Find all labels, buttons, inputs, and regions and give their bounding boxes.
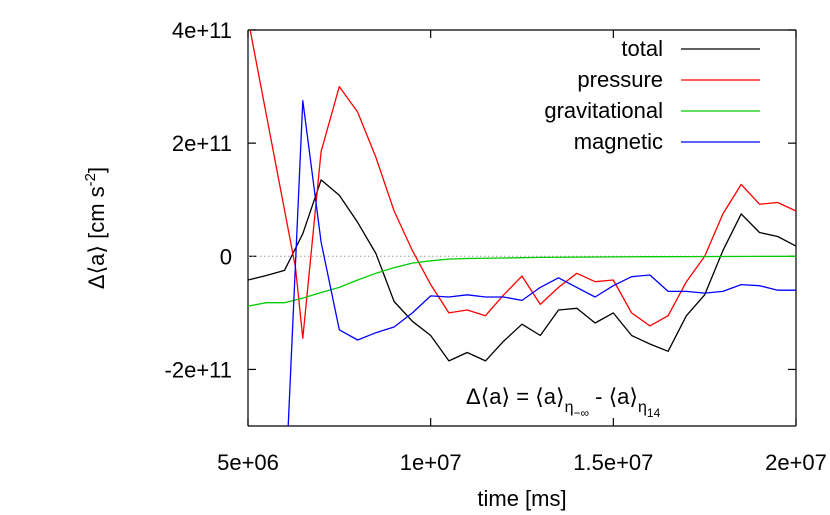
plot-frame: [247, 29, 797, 427]
legend-label-total: total: [621, 36, 663, 61]
x-axis-title: time [ms]: [477, 486, 566, 511]
y-tick-label: -2e+11: [165, 357, 232, 382]
legend-label-pressure: pressure: [577, 67, 663, 92]
y-tick-label: 4e+11: [172, 18, 232, 43]
y-axis-title: Δ⟨a⟩ [cm s-2]: [82, 167, 109, 289]
x-tick-label: 1.5e+07: [573, 450, 653, 475]
y-tick-label: 2e+11: [172, 131, 232, 156]
y-axis-title-exponent: -2: [82, 173, 99, 186]
series-line-total: [248, 179, 796, 362]
x-tick-label: 2e+07: [765, 450, 827, 475]
y-axis-title-close: ]: [84, 167, 109, 173]
series-line-pressure: [249, 30, 796, 339]
annotation-sub1: η: [565, 399, 574, 416]
series-line-magnetic: [287, 100, 796, 426]
x-tick-label: 5e+06: [217, 450, 279, 475]
legend-label-gravitational: gravitational: [544, 98, 663, 123]
y-tick-label: 0: [220, 244, 232, 269]
annotation-base: Δ⟨a⟩ = ⟨a⟩: [466, 384, 565, 409]
x-tick-label: 1e+07: [400, 450, 462, 475]
y-axis-ticks: 4e+11 2e+11 0 -2e+11: [165, 18, 796, 382]
series-layer: [248, 30, 796, 426]
annotation-sub2: η: [638, 399, 647, 416]
difference-annotation: Δ⟨a⟩ = ⟨a⟩η−∞ - ⟨a⟩η14: [466, 384, 661, 420]
legend: total pressure gravitational magnetic: [544, 36, 760, 154]
legend-label-magnetic: magnetic: [574, 129, 663, 154]
annotation-mid: - ⟨a⟩: [589, 384, 638, 409]
svg-text:Δ⟨a⟩ [cm s-2]: Δ⟨a⟩ [cm s-2]: [82, 167, 109, 289]
annotation-sub1-sub: −∞: [573, 406, 589, 420]
y-axis-title-main: Δ⟨a⟩ [cm s: [84, 186, 109, 289]
annotation-sub2-sub: 14: [647, 406, 661, 420]
x-axis-ticks: 5e+06 1e+07 1.5e+07 2e+07: [217, 30, 827, 475]
series-line-gravitational: [248, 255, 796, 307]
